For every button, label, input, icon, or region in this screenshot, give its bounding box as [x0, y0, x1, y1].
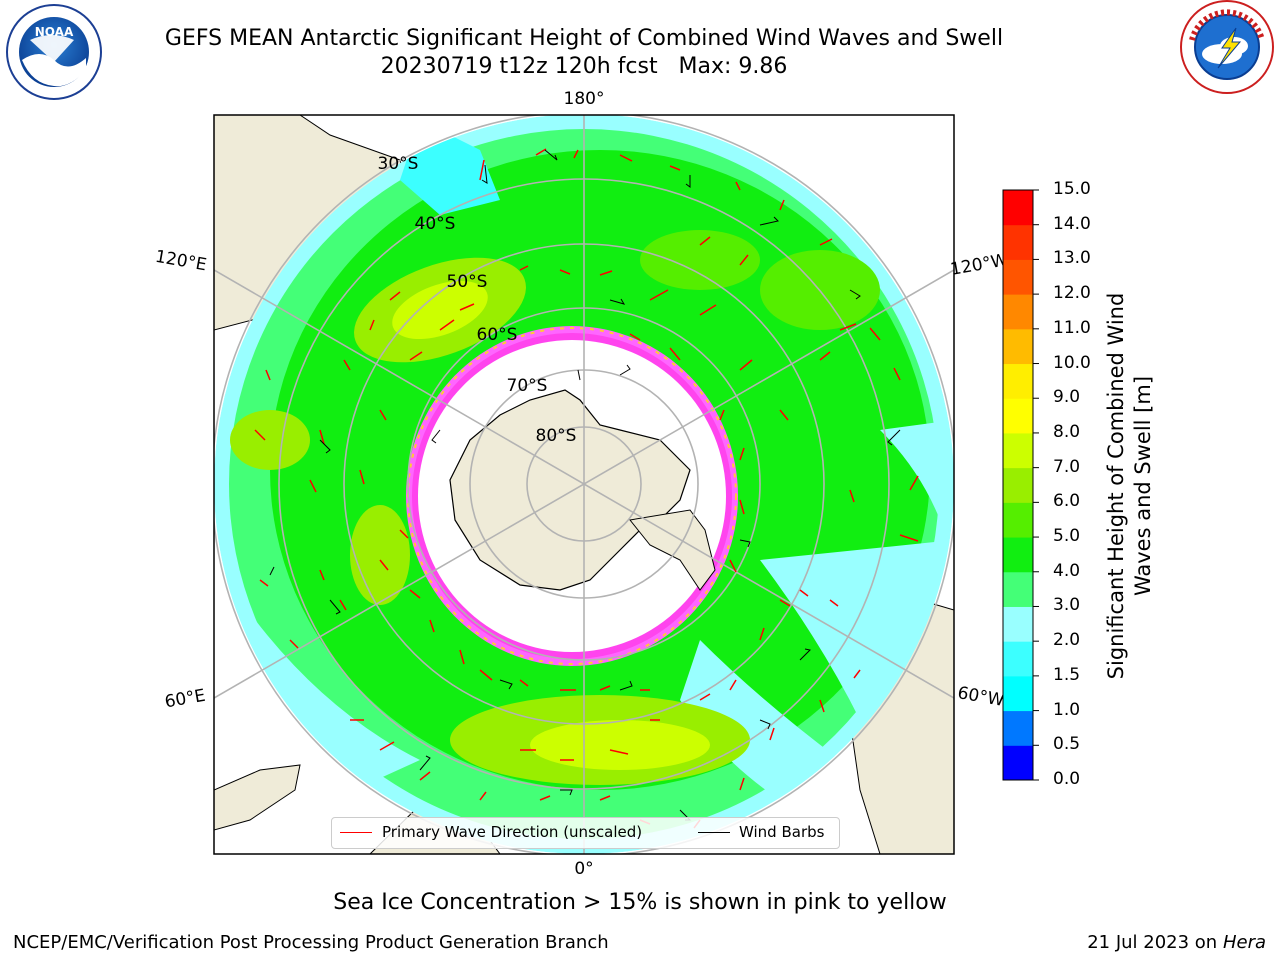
- noaa-logo: NOAA: [6, 4, 102, 100]
- footer-date-text: 21 Jul 2023 on: [1087, 932, 1218, 953]
- colorbar-frame: [1002, 189, 1034, 781]
- lon-label-120w: 120°W: [949, 250, 1010, 280]
- legend-wave-direction: Primary Wave Direction (unscaled): [382, 823, 643, 841]
- nws-logo: [1180, 0, 1274, 94]
- footer-host: Hera: [1222, 932, 1266, 953]
- colorbar-segment: [1003, 294, 1033, 330]
- footer-branch: NCEP/EMC/Verification Post Processing Pr…: [13, 932, 609, 953]
- colorbar-segment: [1003, 328, 1033, 365]
- colorbar-label: Significant Height of Combined Wind Wave…: [1104, 292, 1155, 680]
- map-title: GEFS MEAN Antarctic Significant Height o…: [164, 26, 1004, 51]
- colorbar-segment: [1003, 363, 1033, 399]
- lat-label-80s: 80°S: [536, 426, 577, 446]
- colorbar-tick-label: 1.5: [1053, 664, 1081, 685]
- colorbar: [1002, 189, 1039, 781]
- wind-barb-swatch: [698, 832, 730, 833]
- colorbar-tick-label: 7.0: [1053, 456, 1081, 477]
- colorbar-tick-label: 10.0: [1053, 352, 1091, 373]
- map-frame: [213, 114, 955, 855]
- lon-label-60w: 60°W: [956, 683, 1006, 711]
- legend-wind-barbs: Wind Barbs: [739, 823, 825, 841]
- colorbar-tick-label: 3.0: [1053, 595, 1081, 616]
- sea-ice-note: Sea Ice Concentration > 15% is shown in …: [333, 890, 947, 915]
- graticule: [214, 115, 954, 854]
- map-legend: Primary Wave Direction (unscaled) Wind B…: [331, 817, 840, 849]
- colorbar-tick-label: 14.0: [1053, 213, 1091, 234]
- colorbar-segment: [1003, 675, 1033, 712]
- colorbar-segment: [1003, 190, 1033, 226]
- colorbar-segment: [1003, 224, 1033, 260]
- colorbar-tick-label: 2.0: [1053, 630, 1081, 651]
- lon-label-0: 0°: [574, 859, 593, 879]
- colorbar-segment: [1003, 259, 1033, 295]
- footer-date: 21 Jul 2023 on Hera: [1087, 932, 1266, 953]
- colorbar-segment: [1003, 710, 1033, 746]
- wave-direction-swatch: [340, 832, 372, 833]
- wind-barbs: [269, 149, 901, 821]
- colorbar-segment: [1003, 432, 1033, 469]
- colorbar-segment: [1003, 467, 1033, 503]
- lat-label-60s: 60°S: [477, 325, 518, 345]
- lat-label-30s: 30°S: [378, 154, 419, 174]
- colorbar-tick-label: 8.0: [1053, 421, 1081, 442]
- colorbar-segment: [1003, 606, 1033, 642]
- lat-label-40s: 40°S: [415, 214, 456, 234]
- lon-label-60e: 60°E: [163, 686, 207, 713]
- map-subtitle-forecast: 20230719 t12z 120h fcst Max: 9.86: [380, 54, 788, 79]
- colorbar-tick-label: 0.5: [1053, 734, 1081, 755]
- colorbar-tick-label: 9.0: [1053, 387, 1081, 408]
- colorbar-segment: [1003, 641, 1033, 677]
- colorbar-segment: [1003, 502, 1033, 538]
- noaa-logo-text: NOAA: [35, 25, 74, 39]
- colorbar-segment: [1003, 571, 1033, 607]
- colorbar-segment: [1003, 537, 1033, 573]
- colorbar-segment: [1003, 745, 1033, 781]
- colorbar-tick-label: 1.0: [1053, 699, 1081, 720]
- colorbar-tick-label: 0.0: [1053, 769, 1081, 789]
- colorbar-tick-label: 11.0: [1053, 317, 1091, 338]
- colorbar-tick-label: 15.0: [1053, 179, 1091, 199]
- antarctica-landmass: [449, 389, 691, 591]
- lon-label-120e: 120°E: [154, 247, 208, 276]
- lon-label-180: 180°: [564, 89, 605, 109]
- lat-label-50s: 50°S: [447, 272, 488, 292]
- colorbar-tick-label: 13.0: [1053, 248, 1091, 269]
- colorbar-segment: [1003, 398, 1033, 434]
- lat-label-70s: 70°S: [507, 376, 548, 396]
- colorbar-tick-label: 6.0: [1053, 491, 1081, 512]
- colorbar-tick-label: 5.0: [1053, 526, 1081, 547]
- colorbar-tick-label: 4.0: [1053, 560, 1081, 581]
- colorbar-tick-label: 12.0: [1053, 283, 1091, 304]
